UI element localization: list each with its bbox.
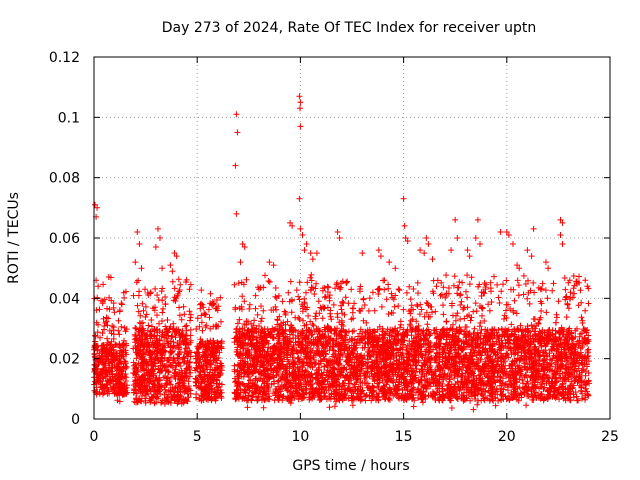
y-axis-label: ROTI / TECUs xyxy=(6,192,22,284)
x-tick-labels: 0 5 10 15 20 25 xyxy=(90,429,619,445)
x-tick-label: 0 xyxy=(90,429,99,445)
y-tick-label: 0 xyxy=(71,412,80,428)
y-tick-label: 0.06 xyxy=(49,231,80,247)
x-axis-label: GPS time / hours xyxy=(292,458,409,474)
roti-point-markers xyxy=(91,93,593,413)
axis-ticks xyxy=(93,56,611,420)
y-tick-label: 0.12 xyxy=(49,50,80,66)
x-tick-label: 25 xyxy=(601,429,619,445)
chart-title: Day 273 of 2024, Rate Of TEC Index for r… xyxy=(162,20,537,36)
x-tick-label: 10 xyxy=(291,429,309,445)
y-tick-label: 0.08 xyxy=(49,171,80,187)
x-tick-label: 15 xyxy=(395,429,413,445)
data-points xyxy=(91,93,593,413)
y-tick-label: 0.02 xyxy=(49,352,80,368)
y-tick-label: 0.1 xyxy=(58,110,80,126)
x-tick-label: 5 xyxy=(193,429,202,445)
x-tick-label: 20 xyxy=(498,429,516,445)
y-tick-label: 0.04 xyxy=(49,291,80,307)
y-tick-labels: 0 0.02 0.04 0.06 0.08 0.1 0.12 xyxy=(49,50,80,428)
